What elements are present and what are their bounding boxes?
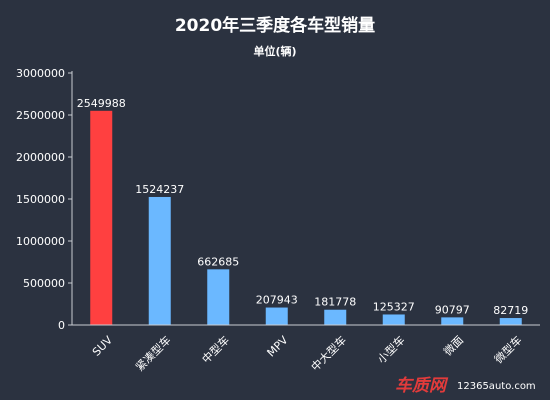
x-category-label: 微型车 [491,333,524,366]
chart-title: 2020年三季度各车型销量 [175,15,375,36]
x-category-label: 小型车 [374,333,407,366]
bar [90,110,113,325]
bar [265,307,288,325]
x-category-label: 中型车 [199,333,232,366]
chart-subtitle: 单位(辆) [253,44,296,58]
bar [324,309,347,325]
x-category-label: 微面 [441,333,466,358]
bar-value-label: 1524237 [135,183,184,196]
bar [382,314,405,325]
bar [499,318,522,325]
x-category-label: 紧凑型车 [133,333,174,374]
y-tick-label: 1000000 [16,235,65,248]
watermark-site: 12365auto.com [457,381,536,392]
y-tick-label: 2000000 [16,151,65,164]
y-tick-label: 3000000 [16,67,65,80]
bar-value-label: 82719 [493,304,528,317]
bar-value-label: 181778 [314,296,356,309]
x-category-label: 中大型车 [308,333,349,374]
bar [207,269,230,325]
bar [441,317,464,325]
y-axis: 0 500000 1000000 1500000 2000000 2500000 30000… [16,67,73,332]
y-tick-label: 500000 [23,277,65,290]
bar-value-label: 90797 [435,303,470,316]
bar-value-label: 2549988 [77,97,126,110]
y-tick-label: 2500000 [16,109,65,122]
bar [148,196,171,325]
bars: 2549988 1524237 662685 207943 181778 125327 90… [77,97,528,325]
y-tick-label: 0 [58,319,65,332]
bar-value-label: 662685 [197,255,239,268]
x-category-label: SUV [90,333,115,358]
bar-value-label: 125327 [373,300,415,313]
watermark: 车质网 12365auto.com [395,376,536,396]
y-tick-label: 1500000 [16,193,65,206]
x-axis: SUV 紧凑型车 中型车 MPV 中大型车 小型车 微面 微型车 [72,324,540,374]
bar-value-label: 207943 [256,294,298,307]
watermark-brand: 车质网 [395,376,449,396]
x-category-label: MPV [265,333,291,359]
